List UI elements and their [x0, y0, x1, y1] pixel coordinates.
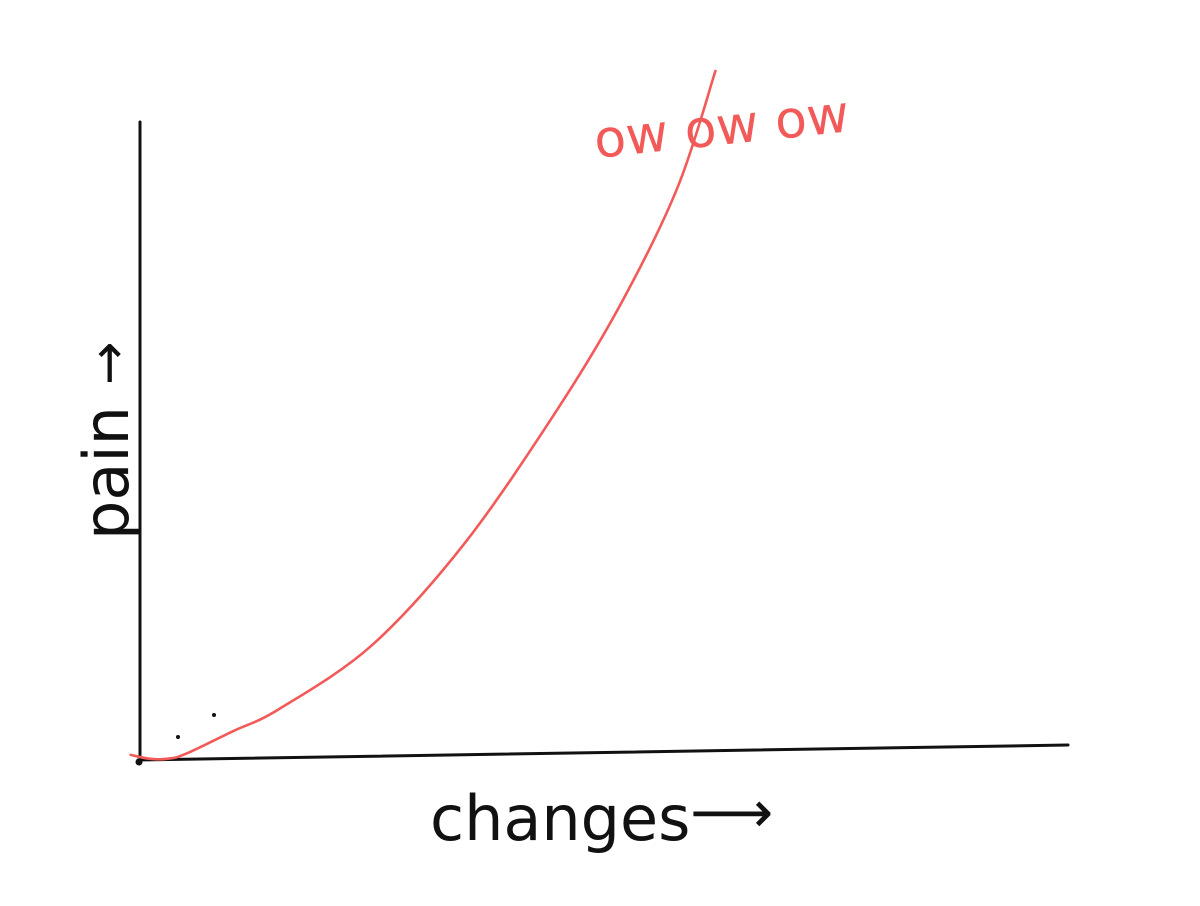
data-points	[130, 70, 716, 759]
x-axis	[136, 743, 1070, 762]
y-axis-arrow: →	[79, 341, 139, 385]
stray-dot	[176, 735, 180, 739]
x-axis-label: changes	[430, 782, 690, 855]
y-axis-label: pain	[70, 406, 143, 540]
origin-dot	[135, 758, 143, 766]
stray-dot	[212, 713, 216, 717]
x-axis-arrow: ⟶	[690, 778, 773, 846]
curve-annotation: ow ow ow	[591, 84, 852, 170]
series-line	[129, 69, 717, 761]
y-axis-label-group: pain →	[70, 341, 143, 540]
